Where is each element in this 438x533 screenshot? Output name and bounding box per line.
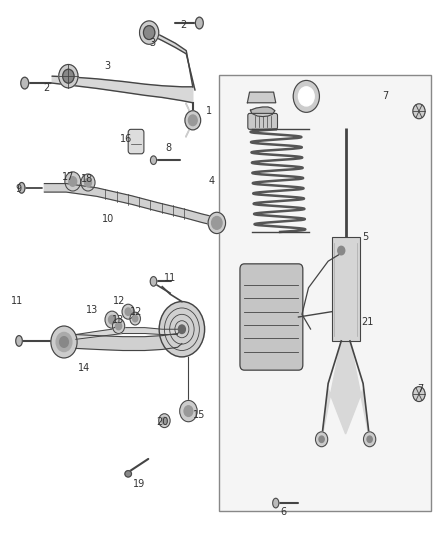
Circle shape [185,111,201,130]
Polygon shape [44,183,215,225]
Circle shape [60,337,68,348]
Polygon shape [321,341,370,439]
Circle shape [56,333,72,352]
Text: 9: 9 [15,184,21,195]
Circle shape [59,64,78,88]
FancyBboxPatch shape [248,114,278,130]
Ellipse shape [273,498,279,508]
Text: 7: 7 [382,91,388,101]
Circle shape [367,436,372,442]
Circle shape [105,311,119,328]
Circle shape [212,216,222,229]
Text: 13: 13 [86,305,99,315]
Circle shape [188,115,197,126]
Circle shape [180,400,197,422]
Circle shape [109,316,116,324]
Circle shape [85,178,92,187]
Text: 16: 16 [120,134,133,144]
Circle shape [113,319,125,334]
Circle shape [122,304,134,319]
Text: 6: 6 [281,507,287,517]
Circle shape [319,436,324,442]
Circle shape [159,302,205,357]
Text: 13: 13 [112,314,124,325]
Text: 12: 12 [130,306,142,317]
Circle shape [208,212,226,233]
Bar [219,75,431,511]
Circle shape [298,87,314,106]
Circle shape [116,322,122,330]
Circle shape [184,406,193,416]
Circle shape [130,312,141,325]
Ellipse shape [195,17,203,29]
Text: 10: 10 [102,214,114,224]
FancyBboxPatch shape [128,130,144,154]
Text: 20: 20 [156,417,169,427]
Circle shape [51,326,77,358]
Polygon shape [186,103,191,138]
Circle shape [364,432,376,447]
Circle shape [159,414,170,427]
Ellipse shape [21,77,28,89]
Circle shape [69,176,77,186]
Text: 4: 4 [208,176,214,187]
FancyBboxPatch shape [240,264,303,370]
Circle shape [65,172,81,191]
Text: 11: 11 [11,296,23,306]
Circle shape [144,26,155,39]
Circle shape [315,432,328,447]
Polygon shape [251,107,275,117]
Polygon shape [52,76,193,103]
Circle shape [63,69,74,83]
Circle shape [81,174,95,191]
Text: 8: 8 [166,143,172,154]
Ellipse shape [16,336,22,346]
Text: 15: 15 [193,410,205,421]
Text: 11: 11 [164,273,176,283]
Circle shape [125,308,131,316]
Text: 14: 14 [78,362,90,373]
Text: 7: 7 [417,384,423,394]
Polygon shape [76,330,182,351]
Ellipse shape [150,156,156,165]
Circle shape [140,21,159,44]
Ellipse shape [18,182,25,193]
Circle shape [178,325,185,334]
Circle shape [133,316,138,322]
Text: 5: 5 [362,232,368,243]
Polygon shape [76,328,177,340]
Text: 2: 2 [43,83,49,93]
Circle shape [413,104,425,119]
Text: 19: 19 [134,480,146,489]
Text: 1: 1 [206,106,212,116]
Bar [332,237,360,341]
Text: 2: 2 [180,20,186,30]
Text: 17: 17 [62,172,74,182]
Circle shape [338,246,345,255]
Ellipse shape [150,277,157,286]
Circle shape [413,386,425,401]
Ellipse shape [125,471,131,477]
Circle shape [293,80,319,112]
Text: 3: 3 [105,61,111,70]
Polygon shape [247,92,276,103]
Text: 3: 3 [149,38,155,48]
Polygon shape [149,30,195,90]
Text: 18: 18 [81,174,93,184]
Circle shape [162,417,167,424]
Text: 21: 21 [361,317,374,327]
Text: 12: 12 [113,296,126,306]
